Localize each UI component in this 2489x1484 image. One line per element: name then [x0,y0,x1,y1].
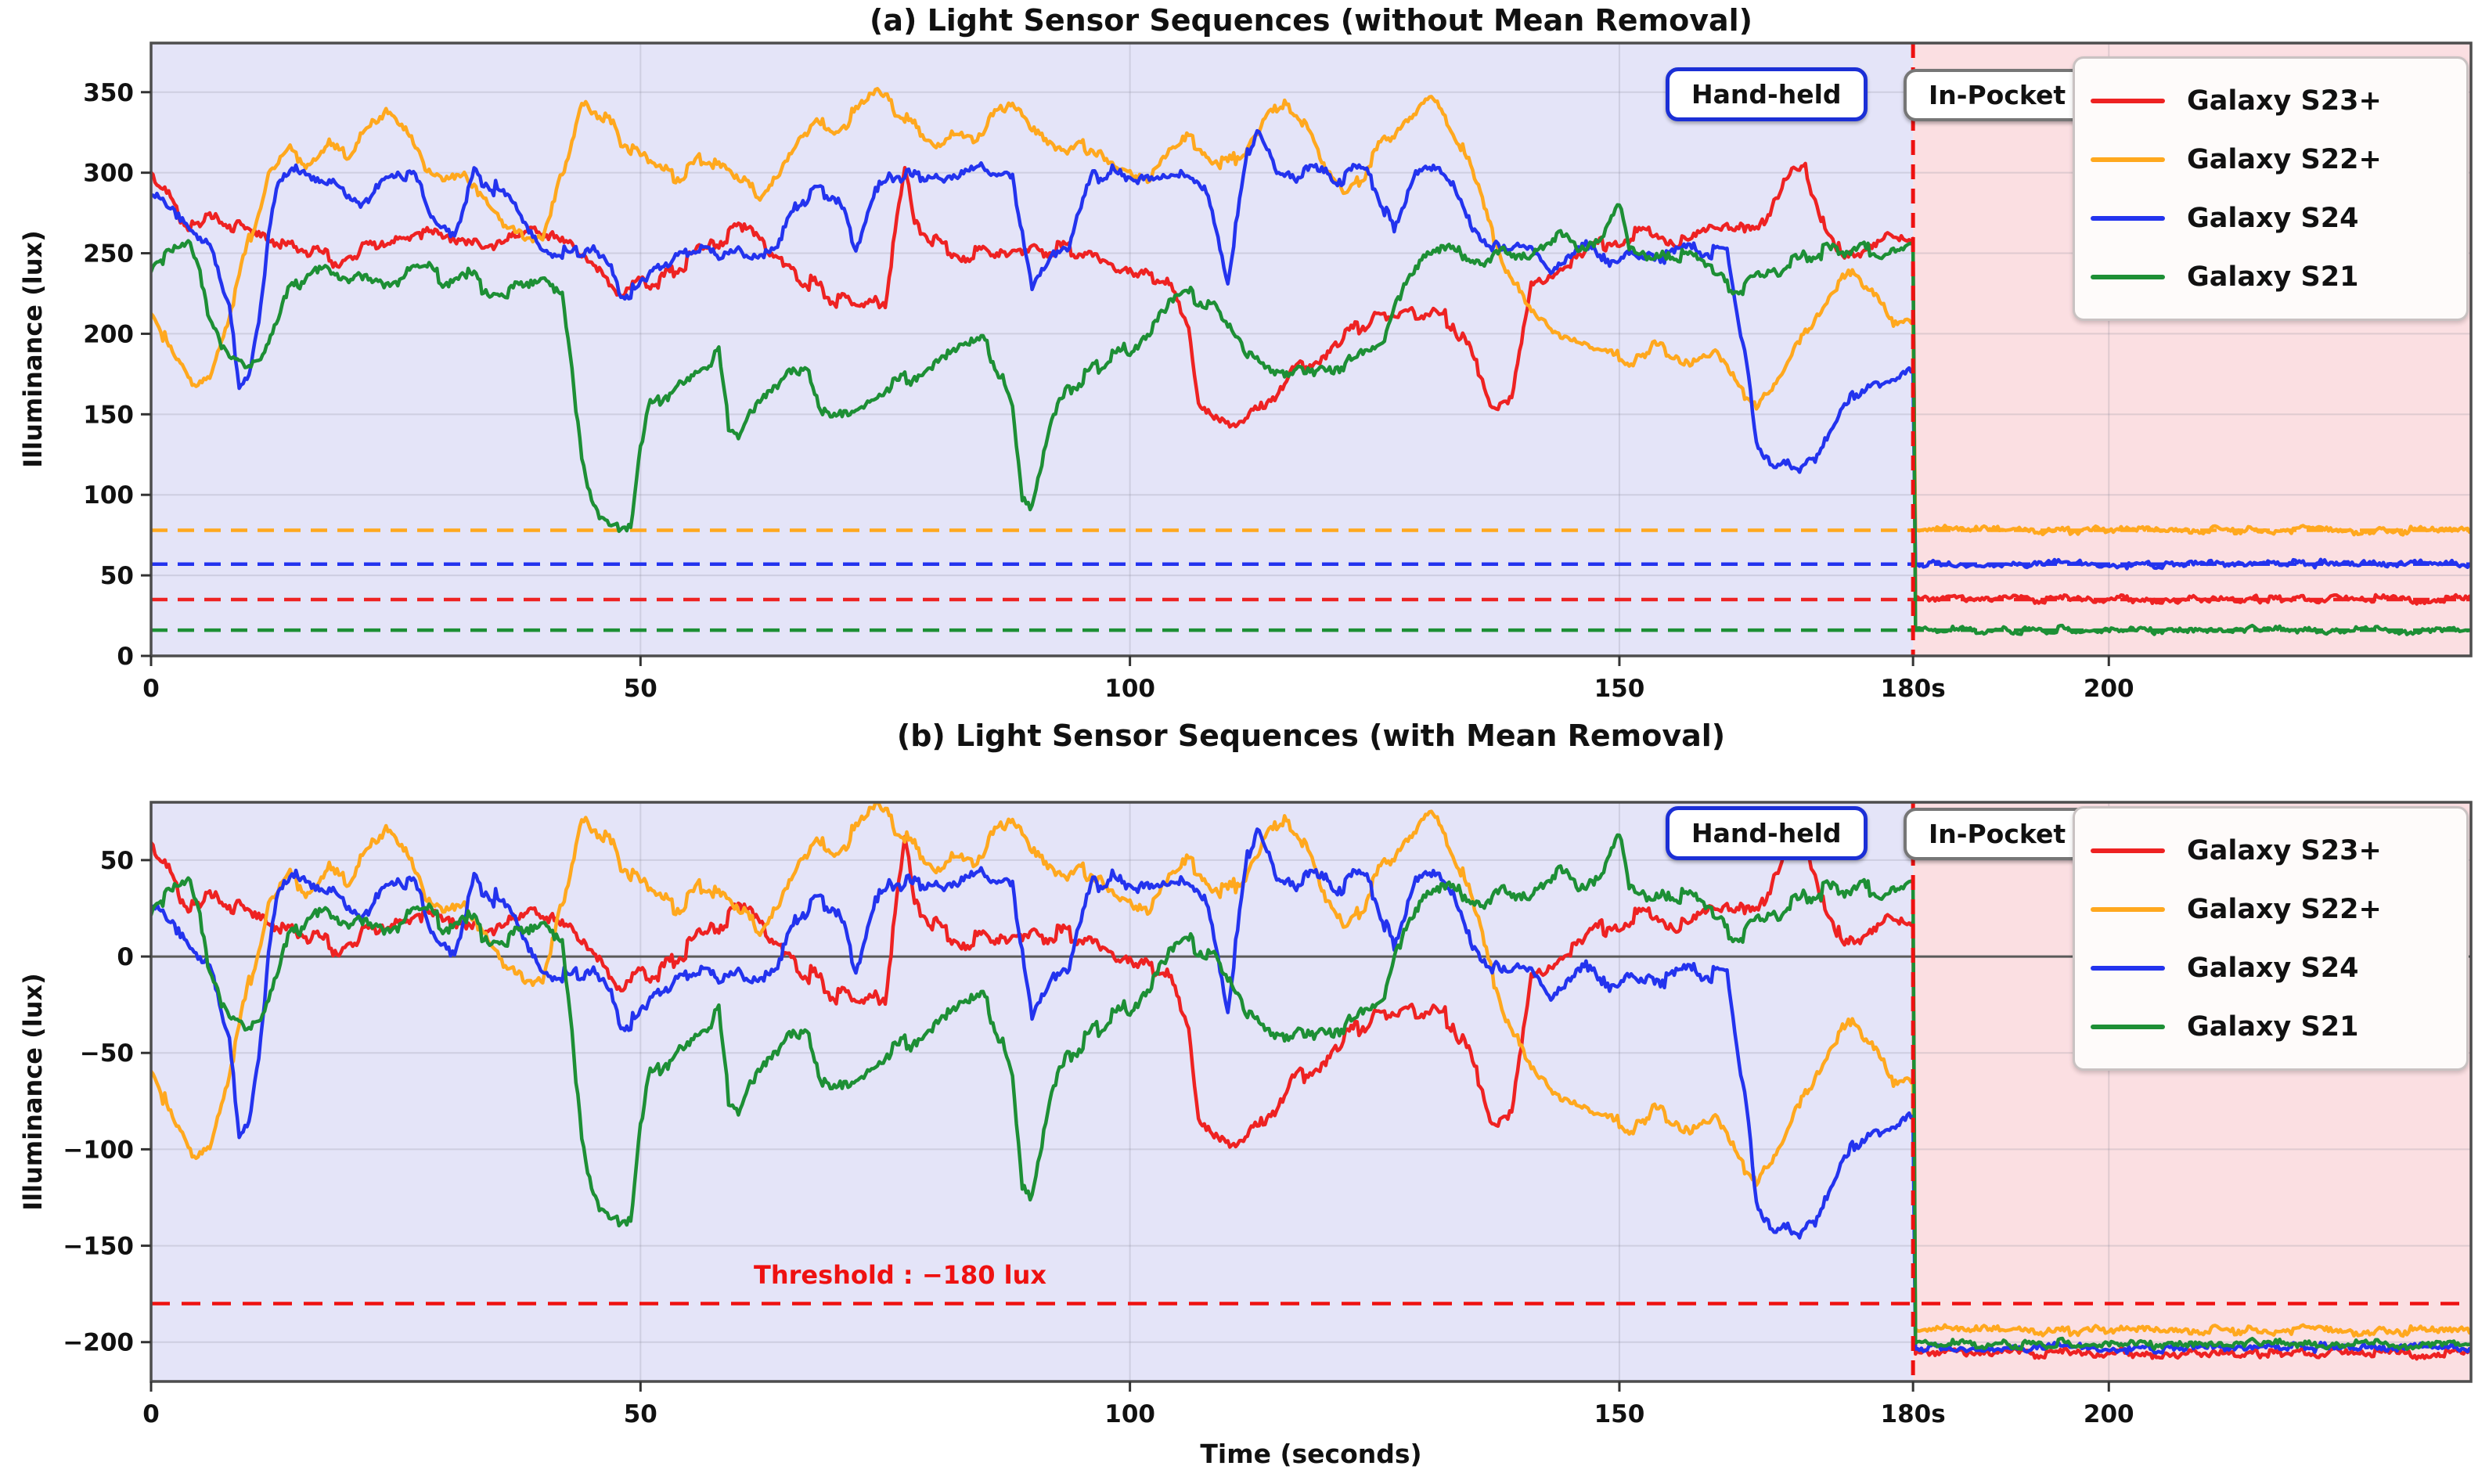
chart-b-y-axis-label: Illuminance (lux) [18,973,48,1211]
chart-a-handheld-label: Hand-held [1666,67,1868,121]
ytick-label: −100 [63,1136,134,1164]
ytick-label: 0 [117,643,134,671]
xtick-label: 150 [1594,675,1645,703]
chart-b-legend: Galaxy S23+ Galaxy S22+ Galaxy S24 Galaxy S… [2073,806,2469,1071]
xtick-label: 100 [1104,675,1155,703]
legend-entry-Galaxy S23+: Galaxy S23+ [2091,73,2451,129]
series-line-Galaxy S21 [151,203,2471,636]
legend-label: Galaxy S23+ [2187,85,2382,117]
chart-a-legend: Galaxy S23+ Galaxy S22+ Galaxy S24 Galaxy S… [2073,56,2469,321]
legend-line-swatch [2091,274,2165,279]
series-line-Galaxy S24 [151,827,2471,1356]
xtick-label: 200 [2084,675,2134,703]
ytick-label: 50 [100,562,134,590]
ytick-label: 300 [83,160,134,188]
xtick-label: 50 [624,675,657,703]
xtick-label: 150 [1594,1400,1645,1428]
legend-entry-Galaxy S22+: Galaxy S22+ [2091,131,2451,188]
xtick-label: 200 [2084,1400,2134,1428]
series-line-Galaxy S21 [151,833,2471,1352]
series-line-Galaxy S23+ [151,161,2471,606]
legend-entry-Galaxy S24: Galaxy S24 [2091,940,2451,996]
legend-label: Galaxy S23+ [2187,834,2382,866]
chart-a-y-axis-label: Illuminance (lux) [18,230,48,468]
legend-label: Galaxy S24 [2187,952,2359,984]
chart-a-title: (a) Light Sensor Sequences (without Mean… [869,3,1753,38]
x-axis-label: Time (seconds) [1200,1439,1422,1469]
ytick-label: −150 [63,1233,134,1261]
ytick-label: −200 [63,1329,134,1357]
xtick-label: 0 [142,675,160,703]
chart-b-title: (b) Light Sensor Sequences (with Mean Re… [896,719,1726,753]
legend-label: Galaxy S21 [2187,261,2359,293]
chart-a-inpocket-label: In-Pocket [1904,69,2091,121]
chart-b-handheld-label: Hand-held [1666,806,1868,860]
legend-line-swatch [2091,157,2165,162]
series-line-Galaxy S22+ [151,802,2471,1338]
legend-line-swatch [2091,1024,2165,1029]
threshold-annotation: Threshold : −180 lux [754,1260,1046,1290]
legend-entry-Galaxy S21: Galaxy S21 [2091,999,2451,1055]
legend-entry-Galaxy S23+: Galaxy S23+ [2091,823,2451,879]
legend-line-swatch [2091,98,2165,103]
legend-line-swatch [2091,215,2165,221]
ytick-label: 0 [117,943,134,971]
legend-label: Galaxy S22+ [2187,893,2382,925]
legend-label: Galaxy S21 [2187,1010,2359,1043]
series-line-Galaxy S24 [151,128,2471,571]
chart-b-inpocket-label: In-Pocket [1904,808,2091,860]
legend-line-swatch [2091,906,2165,912]
ytick-label: 150 [83,401,134,429]
ytick-label: 200 [83,320,134,348]
ytick-label: 50 [100,847,134,875]
xtick-label: 180s [1881,675,1946,703]
legend-entry-Galaxy S24: Galaxy S24 [2091,190,2451,247]
legend-entry-Galaxy S21: Galaxy S21 [2091,249,2451,305]
legend-label: Galaxy S22+ [2187,143,2382,175]
legend-entry-Galaxy S22+: Galaxy S22+ [2091,881,2451,938]
xtick-label: 50 [624,1400,657,1428]
legend-line-swatch [2091,848,2165,853]
ytick-label: −50 [80,1039,134,1068]
ytick-label: 250 [83,240,134,268]
legend-line-swatch [2091,965,2165,971]
xtick-label: 0 [142,1400,160,1428]
series-line-Galaxy S22+ [151,87,2471,537]
legend-label: Galaxy S24 [2187,202,2359,234]
series-line-Galaxy S23+ [151,830,2471,1361]
xtick-label: 100 [1104,1400,1155,1428]
ytick-label: 350 [83,79,134,107]
xtick-label: 180s [1881,1400,1946,1428]
ytick-label: 100 [83,481,134,510]
